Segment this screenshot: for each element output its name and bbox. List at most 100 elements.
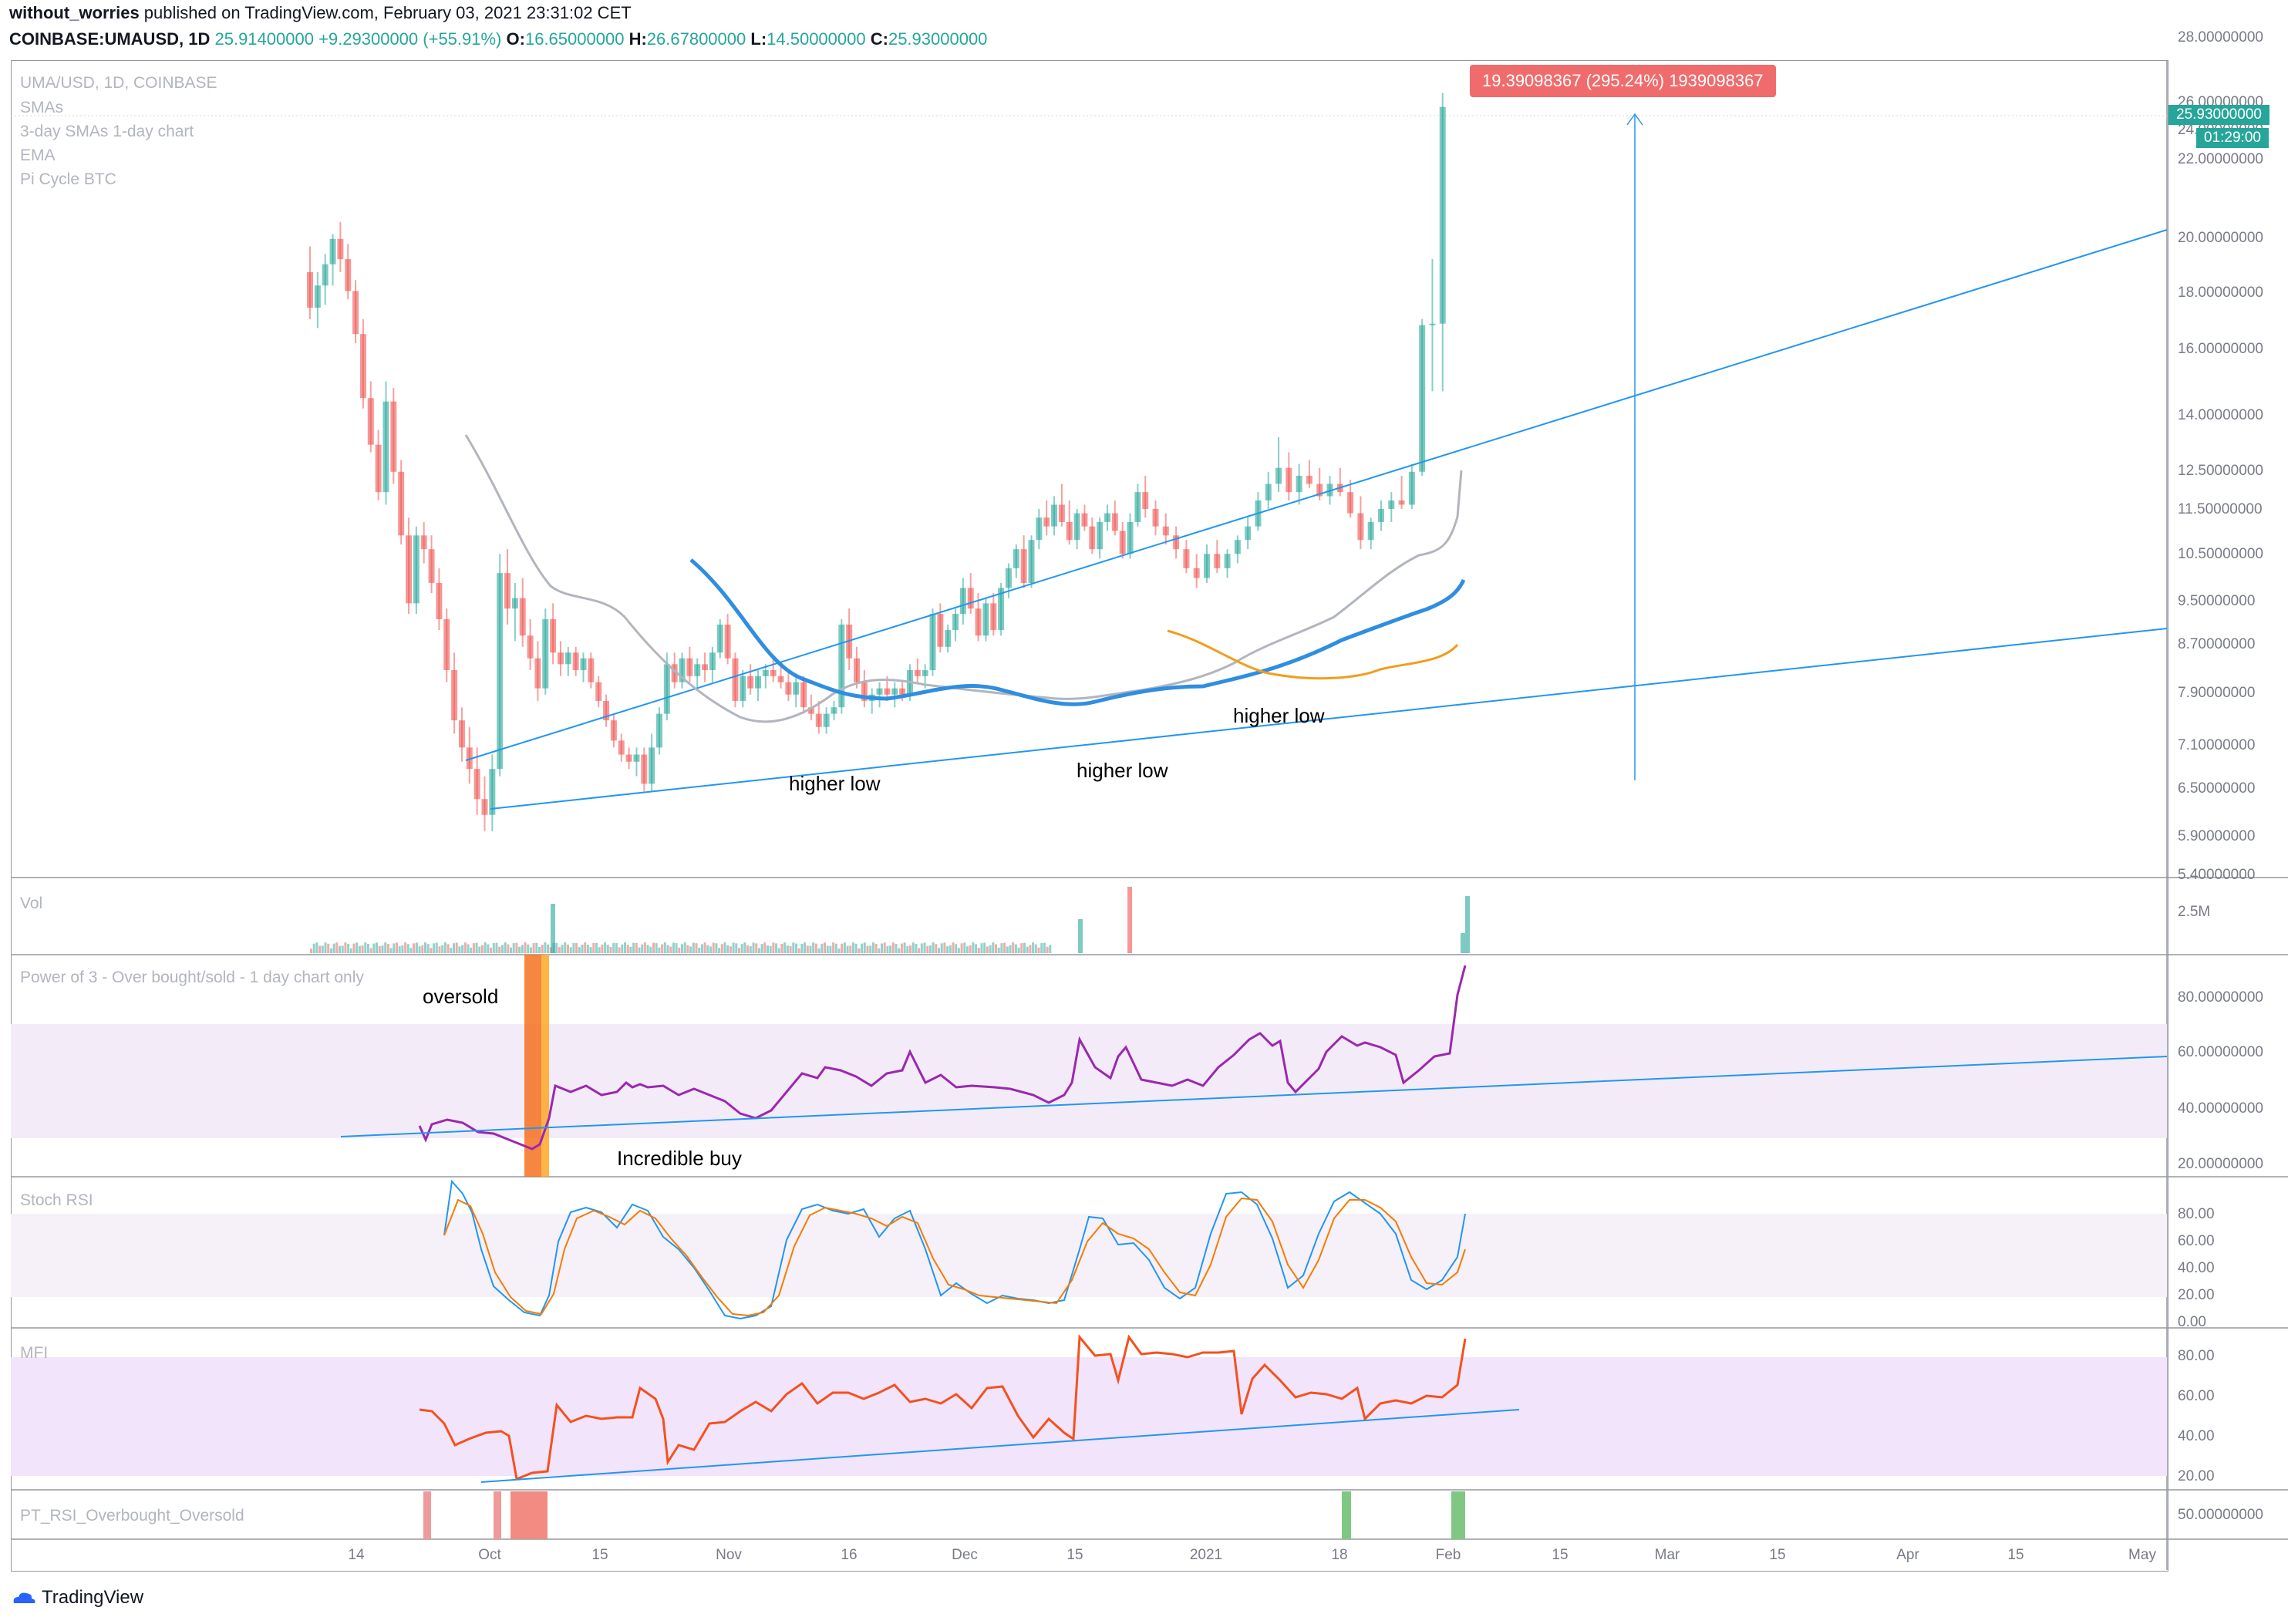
- candle-body: [1429, 323, 1436, 325]
- candle-body: [580, 658, 587, 671]
- candle-body: [800, 682, 807, 708]
- time-tick-8: 18: [1331, 1547, 1348, 1563]
- oversold-column: [541, 955, 549, 1177]
- legend-item-ema[interactable]: EMA: [20, 147, 56, 164]
- volume-bar: [467, 944, 470, 953]
- volume-bar: [1000, 943, 1003, 953]
- volume-bar: [318, 945, 322, 953]
- volume-bar: [834, 943, 837, 953]
- volume-bar: [783, 942, 787, 953]
- volume-bar: [446, 944, 450, 953]
- volume-bar: [652, 942, 655, 953]
- trendline-support: [490, 628, 2168, 810]
- volume-bar: [624, 942, 626, 953]
- volume-bar: [986, 946, 989, 953]
- time-tick-3: Nov: [716, 1547, 742, 1563]
- volume-bar: [989, 945, 992, 953]
- vol-tick: 2.5M: [2178, 904, 2211, 920]
- candle-body: [1097, 521, 1104, 550]
- volume-bar: [672, 942, 675, 953]
- annotation-oversold: oversold: [423, 985, 499, 1008]
- high-value: 26.67800000: [646, 29, 746, 49]
- volume-bar: [1006, 946, 1009, 953]
- volume-bar: [498, 946, 501, 953]
- pt-rsi-marker: [1342, 1491, 1351, 1539]
- price-tick-6: 16.00000000: [2178, 341, 2263, 357]
- candle-body: [420, 535, 427, 550]
- candle-body: [413, 535, 420, 604]
- volume-bar: [450, 948, 453, 953]
- volume-bar: [729, 946, 732, 953]
- volume-bar: [510, 947, 512, 953]
- pane-label-mfi: MFI: [20, 1344, 49, 1362]
- volume-bar: [315, 942, 318, 953]
- volume-bar: [1461, 933, 1465, 953]
- candle-body: [329, 238, 336, 264]
- volume-bar: [824, 942, 826, 953]
- volume-bar: [769, 945, 772, 953]
- candle-body: [307, 271, 313, 308]
- volume-bar: [572, 942, 575, 953]
- power3-line: [418, 965, 1467, 1151]
- pt-rsi-marker: [494, 1491, 501, 1539]
- volume-bar: [715, 943, 718, 953]
- volume-bar: [421, 945, 424, 953]
- volume-bar: [869, 945, 872, 953]
- candle-body: [1152, 509, 1159, 527]
- candle-body: [762, 670, 769, 676]
- candle-body: [1377, 509, 1384, 522]
- candle-body: [390, 401, 397, 472]
- candle-body: [1234, 540, 1241, 554]
- volume-bar: [643, 942, 646, 953]
- volume-bar: [738, 948, 740, 953]
- candle-body: [1127, 521, 1134, 554]
- candle-body: [1051, 504, 1058, 527]
- candle-body: [1066, 521, 1073, 541]
- volume-bar: [949, 945, 952, 953]
- volume-bar: [1127, 887, 1132, 953]
- legend-item-3day-smas[interactable]: 3-day SMAs 1-day chart: [20, 123, 194, 140]
- volume-bar: [352, 943, 355, 953]
- volume-bar: [339, 945, 341, 953]
- volume-bar: [920, 943, 923, 953]
- volume-bar: [495, 942, 498, 953]
- volume-bar: [817, 948, 821, 953]
- pane-label-power3: Power of 3 - Over bought/sold - 1 day ch…: [20, 969, 364, 986]
- volume-bar: [329, 948, 332, 953]
- volume-bar: [629, 946, 632, 953]
- candle-body: [382, 401, 389, 493]
- volume-bar: [841, 943, 844, 953]
- candle-body: [1245, 526, 1252, 541]
- candle-body: [959, 588, 966, 615]
- symbol-line: COINBASE:UMAUSD, 1D 25.91400000 +9.29300…: [9, 29, 987, 49]
- symbol-text[interactable]: COINBASE:UMAUSD, 1D: [9, 29, 211, 49]
- candle-body: [967, 588, 974, 609]
- publish-line: without_worries published on TradingView…: [9, 3, 632, 23]
- volume-bar: [700, 944, 703, 953]
- volume-bar: [681, 944, 683, 953]
- brand-logo[interactable]: TradingView: [11, 1587, 143, 1609]
- volume-bar: [604, 942, 607, 953]
- candle-body: [990, 603, 997, 631]
- time-tick-11: Mar: [1654, 1547, 1680, 1563]
- candle-body: [1020, 549, 1027, 583]
- volume-bar: [389, 948, 393, 953]
- volume-bar: [775, 943, 778, 953]
- volume-bar: [512, 942, 515, 953]
- mfi-line: [419, 1334, 1467, 1481]
- last-price-tag: 25.93000000: [2168, 105, 2269, 125]
- annotation-higher-low-1: higher low: [789, 772, 881, 795]
- legend-item-pi-cycle[interactable]: Pi Cycle BTC: [20, 170, 116, 188]
- candle-body: [337, 238, 344, 259]
- volume-bar: [463, 942, 467, 953]
- volume-bar: [743, 942, 746, 953]
- chart-frame: [11, 60, 2168, 1572]
- volume-bar: [980, 943, 983, 953]
- volume-bar: [1040, 943, 1043, 953]
- volume-bar: [332, 943, 335, 953]
- volume-bar: [547, 944, 550, 953]
- volume-bar: [1020, 943, 1023, 953]
- legend-item-smas[interactable]: SMAs: [20, 99, 64, 116]
- author-name[interactable]: without_worries: [9, 3, 140, 22]
